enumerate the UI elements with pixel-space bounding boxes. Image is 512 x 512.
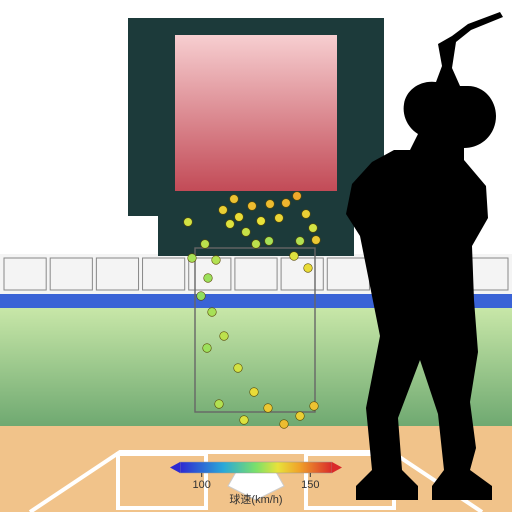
pitch-point (230, 195, 239, 204)
pitch-point (275, 214, 284, 223)
pitch-point (240, 416, 249, 425)
pitch-point (248, 202, 257, 211)
pitch-point (280, 420, 289, 429)
scoreboard-screen (174, 34, 338, 192)
pitch-point (184, 218, 193, 227)
pitch-point (215, 400, 224, 409)
colorbar-tick-label: 100 (193, 479, 211, 491)
pitch-point (265, 237, 274, 246)
pitch-point (235, 213, 244, 222)
pitch-point (212, 256, 221, 265)
speed-colorbar (180, 462, 332, 473)
pitch-point (204, 274, 213, 283)
pitch-point (296, 237, 305, 246)
pitch-point (242, 228, 251, 237)
colorbar-label: 球速(km/h) (229, 492, 282, 506)
pitch-point (312, 236, 321, 245)
pitch-point (304, 264, 313, 273)
pitch-point (188, 254, 197, 263)
pitch-point (203, 344, 212, 353)
pitch-point (234, 364, 243, 373)
pitch-point (197, 292, 206, 301)
pitch-point (290, 252, 299, 261)
pitch-location-chart: 100 150 球速(km/h) (0, 0, 512, 512)
pitch-point (250, 388, 259, 397)
pitch-point (282, 199, 291, 208)
pitch-point (293, 192, 302, 201)
pitch-point (310, 402, 319, 411)
pitch-point (309, 224, 318, 233)
pitch-point (264, 404, 273, 413)
pitch-point (208, 308, 217, 317)
colorbar-tick-label: 150 (301, 479, 319, 491)
pitch-point (302, 210, 311, 219)
pitch-point (201, 240, 210, 249)
pitch-point (296, 412, 305, 421)
pitch-point (252, 240, 261, 249)
pitch-point (219, 206, 228, 215)
pitch-point (226, 220, 235, 229)
pitch-point (257, 217, 266, 226)
pitch-point (266, 200, 275, 209)
pitch-point (220, 332, 229, 341)
